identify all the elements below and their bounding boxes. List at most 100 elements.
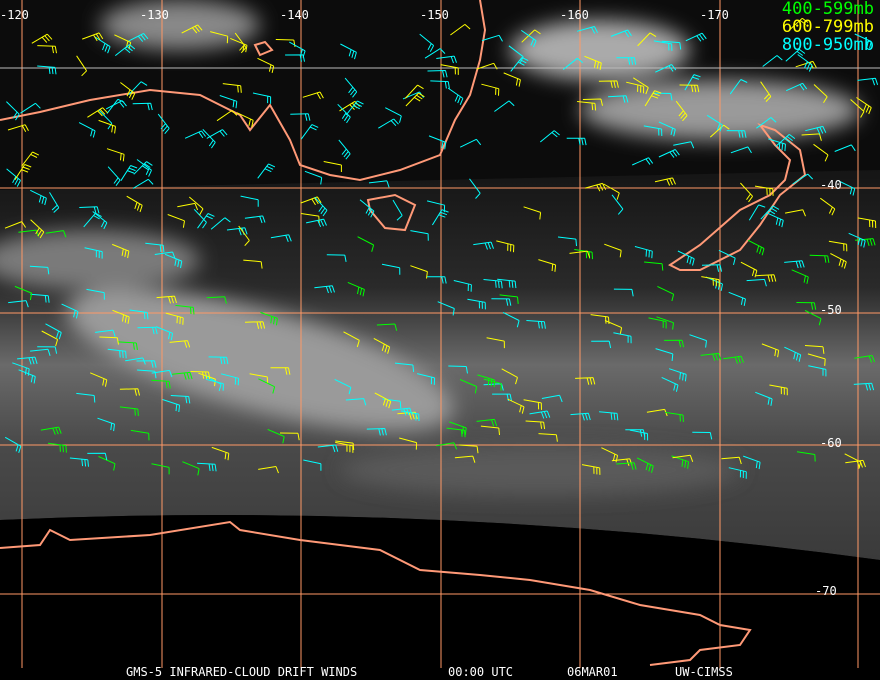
wind-barb [376,323,398,331]
date-stamp: 06MAR01 [567,665,618,679]
wind-barb [828,240,848,252]
wind-barb [76,392,96,403]
wind-barb [459,138,482,148]
wind-barb [193,208,207,229]
wind-barb [156,295,177,304]
wind-barb [437,301,455,316]
wind-barb [416,373,436,385]
wind-barb [661,376,679,392]
wind-barb [721,456,742,465]
wind-barb [366,428,387,436]
wind-barb [118,341,138,350]
wind-barb [30,348,51,356]
wind-barb [658,149,680,158]
wind-barb [335,440,355,451]
wind-barb [581,464,601,475]
wind-barb [575,377,596,385]
wind-barb [323,161,342,172]
wind-barb [855,238,876,246]
wind-barb [801,133,822,141]
wind-barb [755,274,777,282]
wind-barb [807,353,826,366]
wind-barb [610,29,632,38]
wind-barb [613,332,632,344]
wind-barb [175,304,195,315]
wind-barb [454,455,476,463]
wind-barb [529,410,551,419]
coastlines [0,0,807,666]
wind-barb [184,130,207,139]
product-title: GMS-5 INFRARED-CLOUD DRIFT WINDS [126,665,358,679]
wind-barb [107,166,121,186]
wind-barb [469,178,481,199]
wind-barb [576,26,599,34]
wind-barb [337,103,351,124]
wind-barb [216,110,238,122]
wind-barb [634,246,653,259]
wind-barb [598,80,619,88]
wind-barb [728,291,746,306]
wind-barb [94,36,111,54]
wind-barb [197,462,217,472]
wind-barb [480,425,500,436]
wind-barb [838,180,856,196]
wind-barb [562,57,584,70]
wind-barb [338,139,351,160]
wind-barb [486,337,505,349]
wind-barb [244,321,266,329]
wind-barb [317,444,339,453]
lat-label: -70 [815,584,837,598]
wind-barb [357,236,375,252]
wind-barb [69,457,89,467]
wind-barb [198,372,216,387]
wind-barb [6,101,20,121]
wind-barb [521,29,537,48]
wind-barb [584,55,602,70]
wind-barb [359,199,375,218]
wind-barb [503,72,521,87]
wind-barb [84,247,103,259]
wind-barb [502,311,520,328]
wind-barb [857,217,877,229]
wind-barb [557,236,577,247]
wind-barb [345,100,364,116]
wind-barb [804,309,822,326]
wind-barb [665,411,684,423]
wind-barb [210,217,231,230]
wind-barb [785,48,806,62]
wind-barb [684,74,701,91]
wind-barb [701,264,723,272]
wind-barb [107,348,127,359]
wind-barb [566,137,587,146]
wind-barb [130,429,150,441]
wind-barb [668,368,687,382]
wind-barb [303,459,322,471]
wind-barb [854,355,876,363]
wind-barb [582,98,603,106]
wind-barb [501,368,518,385]
wind-barb [99,336,119,345]
wind-barb [796,302,817,310]
wind-barb [202,129,216,149]
wind-barb [95,329,116,337]
wind-barb [106,148,125,162]
wind-barb [7,124,29,132]
wind-barb [653,40,673,51]
wind-barb [381,263,401,275]
wind-barb [326,254,347,262]
wind-barb [689,334,707,348]
wind-barb [446,427,466,438]
wind-barb [6,168,21,187]
wind-barb [151,379,171,389]
pressure-legend: 400-599mb 600-799mb 800-950mb [782,0,874,54]
wind-barb [476,62,498,70]
wind-barb [784,260,805,269]
wind-barb [302,91,324,100]
wind-barb [133,161,153,175]
wind-barb [206,296,227,304]
wind-barb [21,151,40,167]
wind-barb [76,55,88,77]
wind-barb [643,125,663,137]
